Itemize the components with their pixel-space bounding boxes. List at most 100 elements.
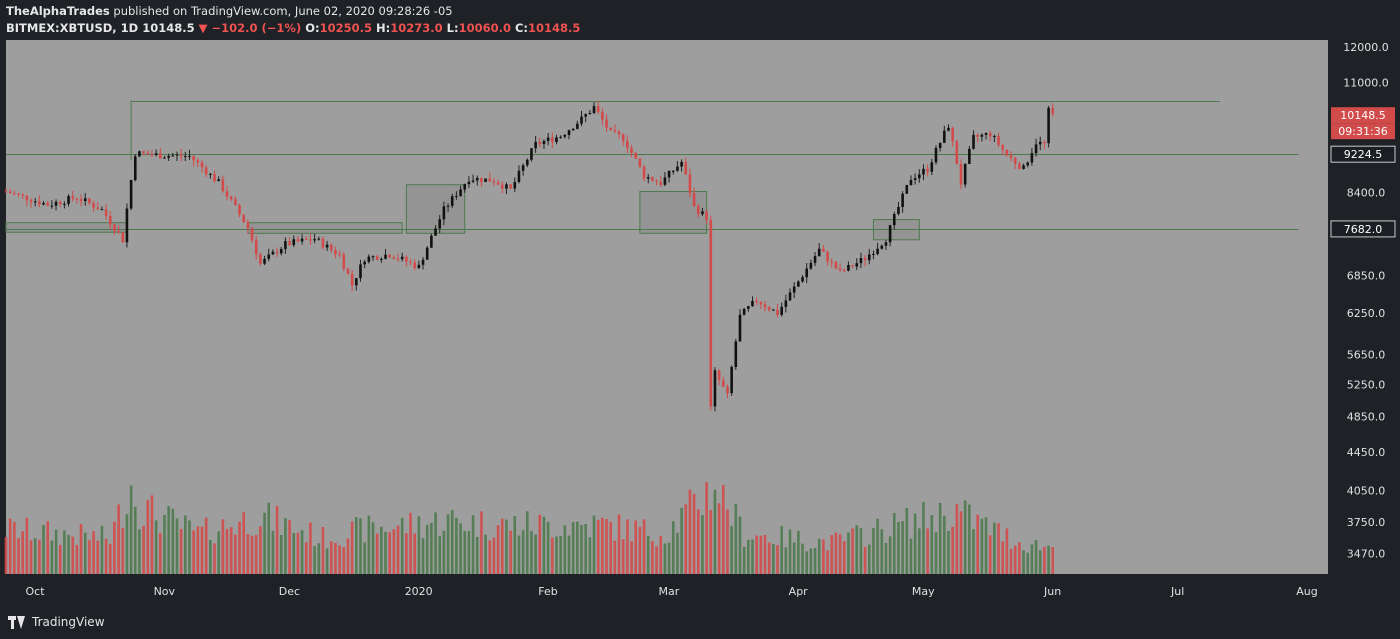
candle xyxy=(150,149,154,157)
candle-body xyxy=(125,208,129,243)
candle xyxy=(909,175,913,186)
candle xyxy=(696,203,700,218)
volume-bar xyxy=(104,538,108,574)
candle-body xyxy=(50,205,54,207)
candle-body xyxy=(734,341,738,367)
candle-body xyxy=(901,193,904,208)
candle xyxy=(400,252,404,262)
candle xyxy=(1026,161,1030,168)
candle-body xyxy=(897,207,900,214)
volume-bar xyxy=(275,505,279,574)
volume-bar xyxy=(50,540,54,574)
volume-bar xyxy=(976,514,979,574)
candle xyxy=(959,159,963,190)
candle-body xyxy=(146,152,150,155)
high-label: H: xyxy=(376,21,391,35)
candle xyxy=(530,148,533,162)
candle-body xyxy=(880,245,884,249)
candle xyxy=(947,124,950,132)
candle-body xyxy=(726,386,729,394)
volume-bar xyxy=(909,538,913,574)
volume-bar xyxy=(638,526,642,574)
candle-body xyxy=(509,184,512,189)
candle-body xyxy=(926,168,929,172)
candle-body xyxy=(776,309,779,315)
candle-body xyxy=(534,141,537,149)
candle-body xyxy=(88,198,91,204)
candle xyxy=(196,157,200,168)
volume-bar xyxy=(459,523,462,574)
candle-body xyxy=(75,198,79,200)
candle-body xyxy=(329,244,333,251)
chart-footer: TradingView xyxy=(0,606,1400,639)
candle-body xyxy=(238,205,241,215)
volume-bar xyxy=(980,518,984,574)
candle xyxy=(254,235,258,260)
candle-body xyxy=(150,154,154,156)
candle xyxy=(275,247,279,257)
volume-bar xyxy=(234,534,237,574)
candle xyxy=(521,163,525,176)
volume-bar xyxy=(21,531,24,574)
candle xyxy=(563,133,567,139)
candle-body xyxy=(459,189,462,197)
candle-body xyxy=(380,258,383,260)
publisher-name[interactable]: TheAlphaTrades xyxy=(6,4,110,18)
candle xyxy=(192,155,195,167)
volume-bar xyxy=(959,511,963,574)
candle xyxy=(538,137,542,148)
tradingview-logo[interactable]: TradingView xyxy=(8,615,105,629)
candle xyxy=(325,240,329,251)
symbol-name[interactable]: BITMEX:XBTUSD, 1D xyxy=(6,21,139,35)
candle-body xyxy=(488,178,492,182)
candle-body xyxy=(496,182,500,185)
candle-body xyxy=(571,128,575,131)
volume-bar xyxy=(63,530,66,574)
candle xyxy=(300,234,304,245)
time-axis[interactable] xyxy=(0,574,1400,606)
candle xyxy=(676,160,679,172)
volume-bar xyxy=(29,540,33,574)
candle xyxy=(655,179,658,186)
candle-body xyxy=(113,224,116,232)
volume-bar xyxy=(288,519,291,574)
candle xyxy=(159,147,162,159)
candle-body xyxy=(446,205,450,207)
candle-body xyxy=(867,254,871,261)
candle-body xyxy=(1022,165,1025,169)
candle-body xyxy=(876,248,879,254)
candle xyxy=(455,191,458,200)
plot-area[interactable] xyxy=(6,40,1328,574)
candle-body xyxy=(250,228,254,241)
candle xyxy=(17,192,20,198)
price-chart[interactable]: 12000.0 11000.0 9224.5 8400.0 7682.0 6850.0 62… xyxy=(0,40,1400,606)
volume-bar xyxy=(851,528,854,574)
volume-bar xyxy=(617,514,621,574)
candle xyxy=(613,124,617,134)
candle-body xyxy=(651,177,654,181)
candle xyxy=(934,145,938,165)
candle xyxy=(380,257,383,263)
candle-body xyxy=(405,256,408,262)
candle xyxy=(851,264,854,269)
candle-body xyxy=(576,123,579,129)
candle xyxy=(855,258,859,271)
candle xyxy=(279,246,283,256)
candle-body xyxy=(551,137,554,142)
candle-body xyxy=(142,151,145,153)
volume-bar xyxy=(759,535,763,574)
candle xyxy=(288,237,291,246)
candle-body xyxy=(359,264,362,279)
volume-bar xyxy=(409,512,412,574)
candle xyxy=(722,376,725,388)
candle xyxy=(513,177,517,193)
volume-bar xyxy=(300,530,304,574)
candle-body xyxy=(701,211,704,215)
price-tick-label: 4050.0 xyxy=(1347,484,1386,497)
candle-body xyxy=(592,106,596,113)
volume-bar xyxy=(555,536,558,574)
volume-bar xyxy=(646,535,650,574)
candle xyxy=(1013,156,1017,169)
candle-body xyxy=(546,137,550,141)
candle-body xyxy=(338,254,341,256)
